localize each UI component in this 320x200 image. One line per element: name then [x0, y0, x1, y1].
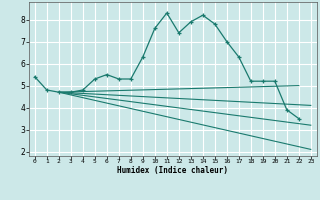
X-axis label: Humidex (Indice chaleur): Humidex (Indice chaleur) — [117, 166, 228, 175]
